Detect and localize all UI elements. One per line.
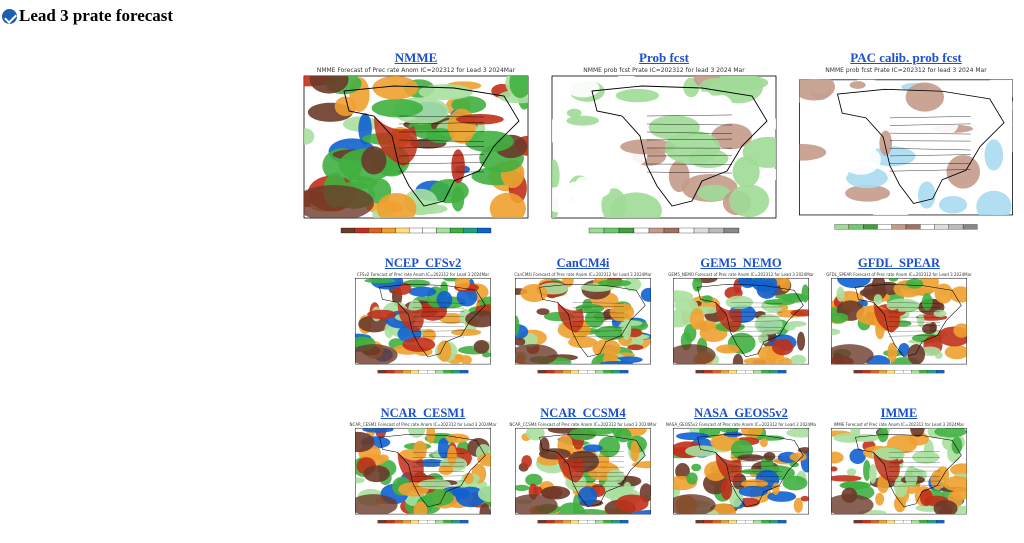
panel-image-prob-fcst[interactable]: NMME prob fcst Prate IC=202312 for lead … bbox=[540, 66, 788, 244]
panel-ncep-cfsv2: NCEP_CFSv2 CFSv2 Forecast of Prec rate A… bbox=[348, 256, 498, 386]
panel-nasa-geos5v2: NASA_GEOS5v2 NASA_GEOS5v2 Forecast of Pr… bbox=[666, 406, 816, 543]
figure-title: CFSv2 Forecast of Prec rate Anom IC=2023… bbox=[356, 272, 490, 277]
panel-gfdl-spear: GFDL_SPEAR GFDL_SPEAR Forecast of Prec r… bbox=[824, 256, 974, 386]
panel-nmme: NMME NMME Forecast of Prec rate Anom IC=… bbox=[292, 50, 540, 248]
panel-prob-fcst: Prob fcst NMME prob fcst Prate IC=202312… bbox=[540, 50, 788, 248]
panel-image-gfdl-spear[interactable]: GFDL_SPEAR Forecast of Prec rate Anom IC… bbox=[824, 271, 974, 381]
page-title: Lead 3 prate forecast bbox=[19, 6, 174, 25]
panel-link-prob-fcst[interactable]: Prob fcst bbox=[639, 50, 689, 65]
panel-gem5-nemo: GEM5_NEMO GEM5_NEMO Forecast of Prec rat… bbox=[666, 256, 816, 386]
panel-link-nasa-geos5v2[interactable]: NASA_GEOS5v2 bbox=[694, 406, 788, 420]
panel-ncar-cesm1: NCAR_CESM1 NCAR_CESM1 Forecast of Prec r… bbox=[348, 406, 498, 543]
panel-link-ncar-cesm1[interactable]: NCAR_CESM1 bbox=[380, 406, 466, 420]
figure-title: NMME prob fcst Prate IC=202312 for lead … bbox=[583, 67, 745, 74]
figure-title: NMME Forecast of Prec rate Anom IC=20231… bbox=[316, 67, 516, 74]
forecast-map bbox=[831, 277, 967, 374]
forecast-map bbox=[515, 427, 651, 524]
figure-title: CanCM4i Forecast of Prec rate Anom IC=20… bbox=[514, 272, 652, 277]
forecast-map bbox=[551, 75, 777, 234]
panel-image-ncar-cesm1[interactable]: NCAR_CESM1 Forecast of Prec rate Anom IC… bbox=[348, 421, 498, 531]
panel-link-imme[interactable]: IMME bbox=[880, 406, 918, 420]
forecast-map bbox=[303, 75, 529, 234]
panel-link-cancm4i[interactable]: CanCM4i bbox=[556, 256, 610, 270]
panel-ncar-ccsm4: NCAR_CCSM4 NCAR_CCSM4 Forecast of Prec r… bbox=[508, 406, 658, 543]
panel-image-ncep-cfsv2[interactable]: CFSv2 Forecast of Prec rate Anom IC=2023… bbox=[348, 271, 498, 381]
figure-title: GFDL_SPEAR Forecast of Prec rate Anom IC… bbox=[826, 272, 972, 277]
figure-title: NCAR_CCSM4 Forecast of Prec rate Anom IC… bbox=[509, 422, 657, 427]
panel-image-ncar-ccsm4[interactable]: NCAR_CCSM4 Forecast of Prec rate Anom IC… bbox=[508, 421, 658, 531]
figure-title: NMME prob fcst Prate IC=202312 for lead … bbox=[825, 67, 987, 74]
forecast-map bbox=[831, 427, 967, 524]
panel-image-pac-calib[interactable]: NMME prob fcst Prate IC=202312 for lead … bbox=[788, 66, 1024, 244]
forecast-map bbox=[355, 277, 491, 374]
page-header: Lead 3 prate forecast bbox=[2, 6, 173, 26]
panel-link-pac-calib[interactable]: PAC calib. prob fcst bbox=[850, 50, 962, 65]
figure-title: IMME Forecast of Prec rate Anom IC=20231… bbox=[833, 422, 965, 427]
figure-title: GEM5_NEMO Forecast of Prec rate Anom IC=… bbox=[668, 272, 814, 277]
figure-title: NCAR_CESM1 Forecast of Prec rate Anom IC… bbox=[349, 422, 497, 427]
panel-link-ncep-cfsv2[interactable]: NCEP_CFSv2 bbox=[384, 256, 462, 270]
panel-image-imme[interactable]: IMME Forecast of Prec rate Anom IC=20231… bbox=[824, 421, 974, 531]
panel-link-nmme[interactable]: NMME bbox=[394, 50, 438, 65]
panel-image-cancm4i[interactable]: CanCM4i Forecast of Prec rate Anom IC=20… bbox=[508, 271, 658, 381]
panel-pac-calib: PAC calib. prob fcst NMME prob fcst Prat… bbox=[788, 50, 1024, 248]
forecast-map bbox=[799, 79, 1013, 230]
noaa-logo-icon bbox=[2, 8, 17, 24]
panel-image-gem5-nemo[interactable]: GEM5_NEMO Forecast of Prec rate Anom IC=… bbox=[666, 271, 816, 381]
panel-link-ncar-ccsm4[interactable]: NCAR_CCSM4 bbox=[540, 406, 626, 420]
forecast-map bbox=[673, 277, 809, 374]
panel-imme: IMME IMME Forecast of Prec rate Anom IC=… bbox=[824, 406, 974, 543]
panel-link-gem5-nemo[interactable]: GEM5_NEMO bbox=[700, 256, 782, 270]
panel-image-nmme[interactable]: NMME Forecast of Prec rate Anom IC=20231… bbox=[292, 66, 540, 244]
panel-image-nasa-geos5v2[interactable]: NASA_GEOS5v2 Forecast of Prec rate Anom … bbox=[666, 421, 816, 531]
forecast-map bbox=[673, 427, 809, 524]
figure-title: NASA_GEOS5v2 Forecast of Prec rate Anom … bbox=[666, 422, 816, 427]
forecast-map bbox=[515, 277, 651, 374]
forecast-map bbox=[355, 427, 491, 524]
panel-cancm4i: CanCM4i CanCM4i Forecast of Prec rate An… bbox=[508, 256, 658, 386]
panel-link-gfdl-spear[interactable]: GFDL_SPEAR bbox=[858, 256, 940, 270]
